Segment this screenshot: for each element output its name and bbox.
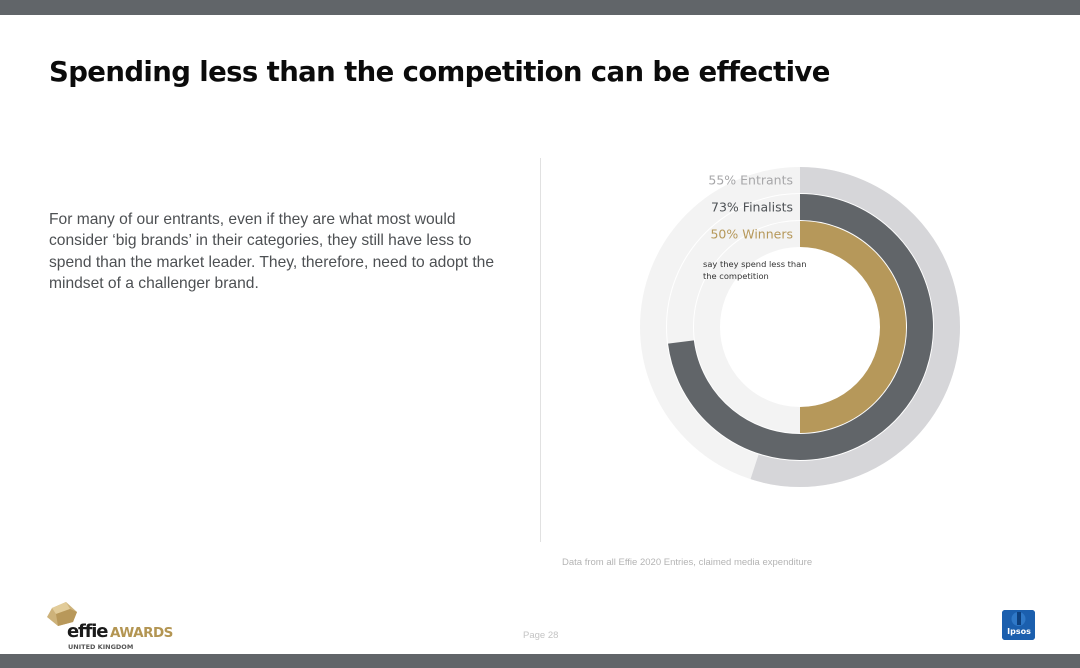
ipsos-mark-icon [1002, 610, 1035, 640]
source-note: Data from all Effie 2020 Entries, claime… [562, 557, 813, 568]
radial-bar-chart: 55% Entrants 73% Finalists 50% Winners say … [640, 167, 960, 487]
chart-annotation: say they spend less than the competition [703, 259, 807, 281]
page-number: Page 28 [523, 630, 559, 641]
ring-bar-entrants [750, 167, 960, 487]
ipsos-logo: Ipsos [1002, 610, 1035, 640]
ring-bar-winners [799, 221, 906, 433]
ring-label-winners: 50% Winners [710, 227, 793, 242]
effie-region-text: UNITED KINGDOM [68, 643, 134, 651]
bottom-bar [0, 654, 1080, 668]
effie-wordmark: effie [67, 621, 108, 642]
ring-label-entrants: 55% Entrants [708, 173, 793, 188]
ipsos-wordmark: Ipsos [1007, 627, 1031, 636]
body-paragraph: For many of our entrants, even if they a… [49, 211, 495, 292]
effie-statue-icon [47, 602, 77, 626]
effie-awards-logo: effie AWARDS UNITED KINGDOM [46, 600, 196, 652]
vertical-divider [540, 158, 541, 542]
ring-label-finalists: 73% Finalists [711, 200, 793, 215]
top-bar [0, 0, 1080, 15]
slide-title: Spending less than the competition can b… [49, 56, 830, 88]
effie-awards-text: AWARDS [110, 625, 173, 641]
ring-bar-finalists [668, 194, 933, 460]
